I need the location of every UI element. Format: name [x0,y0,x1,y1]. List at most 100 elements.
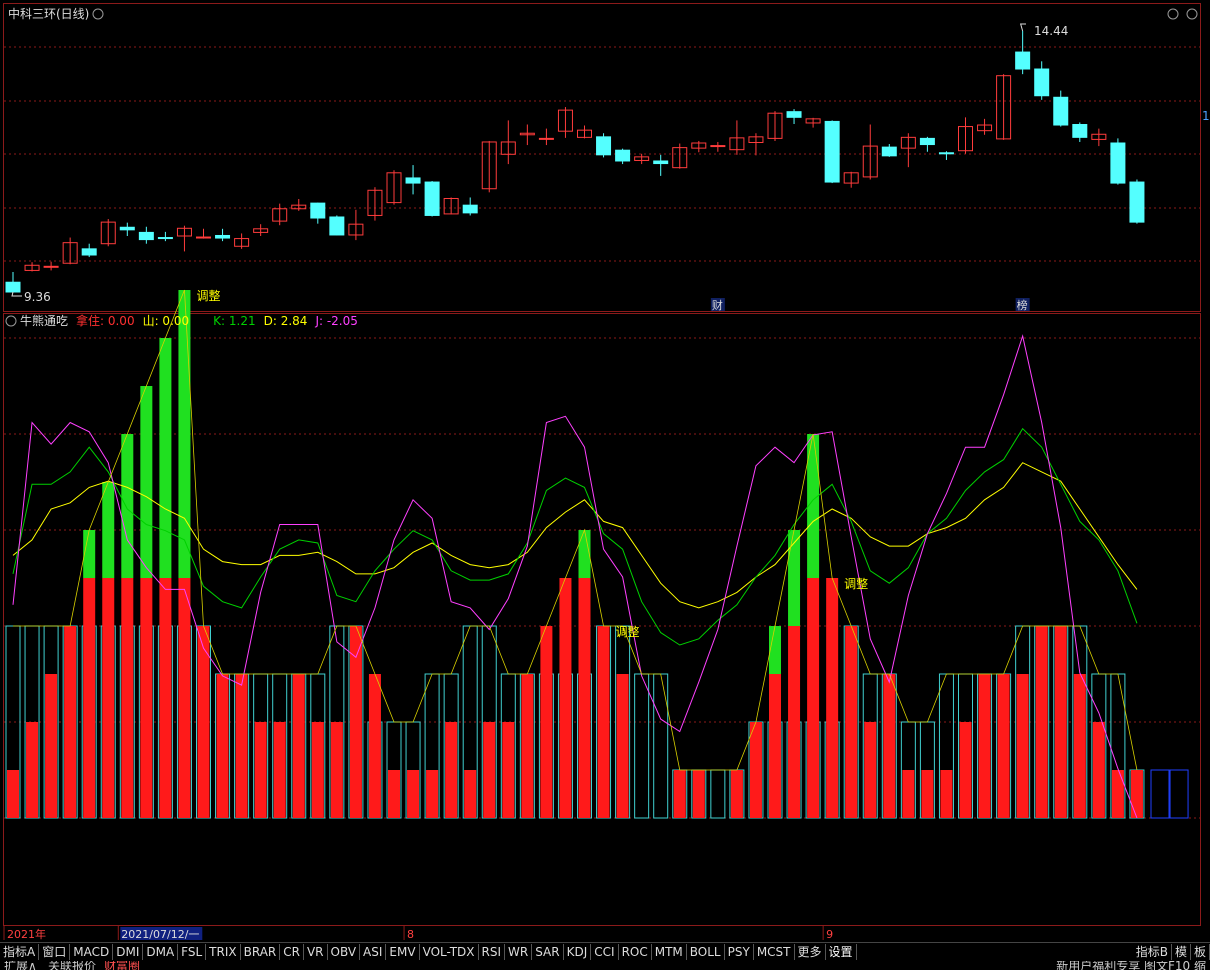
candles [5,23,1145,297]
hold-bar [178,578,191,818]
tab-sar[interactable]: SAR [532,944,564,960]
hold-bar [940,770,953,818]
tab-fsl[interactable]: FSL [178,944,207,960]
peak-bar [807,434,820,578]
statusbar-promo[interactable]: 新用户福利专享 图文F10 缩 [1056,961,1206,970]
hold-bar [769,674,781,818]
indicator-param-3: D: 2.84 [264,314,308,328]
chart-labels: 财榜调整调整调整2021年 2021/07/12/一 8 9 [3,288,1030,941]
d-line [12,462,1138,609]
hold-bar [254,722,267,818]
tab-right-2[interactable]: 板 [1191,944,1210,960]
price-panel-frame [3,3,1201,312]
hold-bar [235,674,248,818]
adjust-annotation-1: 调整 [616,624,640,639]
hold-bar [959,722,972,818]
close-icon[interactable] [1186,8,1198,20]
candle-body [481,141,497,190]
hold-bar [388,770,400,818]
tab-boll[interactable]: BOLL [687,944,725,960]
candle-body [824,120,840,183]
price-grid [4,46,1200,262]
tab-obv[interactable]: OBV [328,944,361,960]
tab-rsi[interactable]: RSI [479,944,506,960]
hold-bar [197,626,210,818]
candle-body [919,137,935,146]
tab-macd[interactable]: MACD [70,944,114,960]
tab-trix[interactable]: TRIX [206,944,241,960]
tab-cr[interactable]: CR [280,944,304,960]
indicator-param-1: 山: 0.00 [143,314,190,328]
pending-bar [1150,769,1170,819]
status-bar: 扩展∧ 关联报价 财富圈 新用户福利专享 图文F10 缩 [0,961,1210,970]
hold-bar [807,578,820,818]
tab-vol-tdx[interactable]: VOL-TDX [420,944,479,960]
tab-指标a[interactable]: 指标A [0,944,40,960]
peak-bar [178,290,191,578]
tab-brar[interactable]: BRAR [241,944,281,960]
peak-bar [769,626,781,674]
candle-body [1015,51,1031,70]
candle-body [424,181,440,216]
tab-roc[interactable]: ROC [619,944,652,960]
hold-bar [1016,674,1029,818]
candle-body [900,136,916,149]
tab-mcst[interactable]: MCST [754,944,795,960]
tab-wr[interactable]: WR [505,944,533,960]
hold-bar [826,578,839,818]
hold-bar [426,770,439,818]
settings-icon[interactable] [1167,8,1179,20]
indicator-bars [5,290,1189,819]
candle-body [938,152,954,155]
hold-bar [102,578,115,818]
hold-bar [673,770,686,818]
hold-bar [140,578,153,818]
hold-bar [521,674,534,818]
tab-cci[interactable]: CCI [591,944,619,960]
candle-body [196,236,211,239]
candle-body [100,221,116,245]
hold-bar [407,770,420,818]
event-marker-1: 榜 [1017,298,1028,312]
min-price-label: 9.36 [24,290,51,304]
candle-body [786,111,802,118]
tab-right-0[interactable]: 指标B [1133,944,1172,960]
peak-bar [159,338,172,578]
tab-设置[interactable]: 设置 [826,944,857,960]
tab-kdj[interactable]: KDJ [564,944,592,960]
statusbar-expand[interactable]: 扩展∧ [4,961,37,970]
tab-vr[interactable]: VR [304,944,328,960]
tab-asi[interactable]: ASI [360,944,387,960]
adjust-annotation-2: 调整 [844,576,868,591]
tab-dmi[interactable]: DMI [113,944,144,960]
tab-窗口[interactable]: 窗口 [39,944,71,960]
statusbar-wealth-circle[interactable]: 财富圈 [104,961,141,970]
tab-mtm[interactable]: MTM [652,944,687,960]
statusbar-related-quotes[interactable]: 关联报价 [48,961,97,970]
tab-right-1[interactable]: 模 [1172,944,1191,960]
candle-body [310,202,326,219]
shan-bar [634,673,650,819]
hold-bar [540,626,553,818]
hold-bar [368,674,381,818]
stock-title: 中科三环(日线) [8,6,89,21]
hold-bar [864,722,877,818]
indicator-param-4: J: -2.05 [314,314,357,328]
tab-dma[interactable]: DMA [143,944,179,960]
indicator-settings-icon[interactable] [5,315,17,327]
candle-body [1129,181,1145,223]
tab-更多[interactable]: 更多 [795,944,826,960]
peak-bar [121,434,134,578]
dropdown-icon[interactable] [92,8,104,20]
peak-bar [788,530,801,626]
candle-body [843,172,859,184]
hold-bar [292,674,305,818]
peak-bar [102,482,115,578]
date-label-3: 9 [826,928,833,941]
tab-emv[interactable]: EMV [386,944,420,960]
candle-body [367,189,383,216]
indicator-tab-bar: 指标A 窗口 MACD DMI DMA FSL TRIX BRAR CR VR OBV ASI EMV V… [0,942,1210,961]
hold-bar [559,578,572,818]
tab-psy[interactable]: PSY [725,944,754,960]
candle-body [119,226,135,231]
